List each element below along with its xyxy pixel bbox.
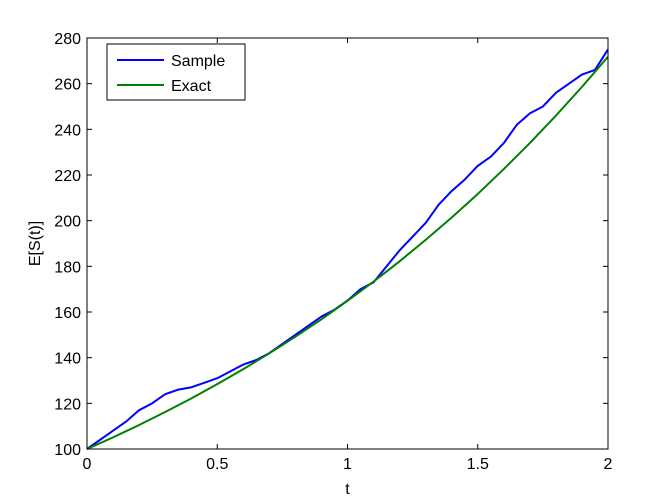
y-tick-label-3: 160 [54, 305, 81, 322]
y-axis-label: E[S(t)] [27, 221, 44, 266]
x-tick-label-1: 0.5 [206, 456, 228, 473]
legend-label-exact: Exact [171, 78, 212, 95]
legend: Sample Exact [106, 43, 246, 101]
x-tick-label-3: 1.5 [467, 456, 489, 473]
series-line-exact [86, 56, 609, 450]
axes-box [86, 37, 609, 450]
x-tick-label-0: 0 [83, 456, 92, 473]
legend-label-sample: Sample [171, 53, 225, 70]
series-layer [86, 48, 609, 450]
plot-area [87, 38, 608, 449]
y-tick-label-8: 260 [54, 77, 81, 94]
x-tick-label-2: 1 [343, 456, 352, 473]
y-tick-label-0: 100 [54, 442, 81, 459]
y-tick-label-2: 140 [54, 351, 81, 368]
legend-box [106, 43, 246, 101]
y-tick-label-6: 220 [54, 168, 81, 185]
y-tick-label-1: 120 [54, 396, 81, 413]
x-axis-label: t [345, 481, 350, 498]
y-tick-label-9: 280 [54, 31, 81, 48]
x-tick-label-4: 2 [604, 456, 613, 473]
y-tick-label-4: 180 [54, 259, 81, 276]
y-tick-label-5: 200 [54, 214, 81, 231]
y-tick-label-7: 240 [54, 122, 81, 139]
